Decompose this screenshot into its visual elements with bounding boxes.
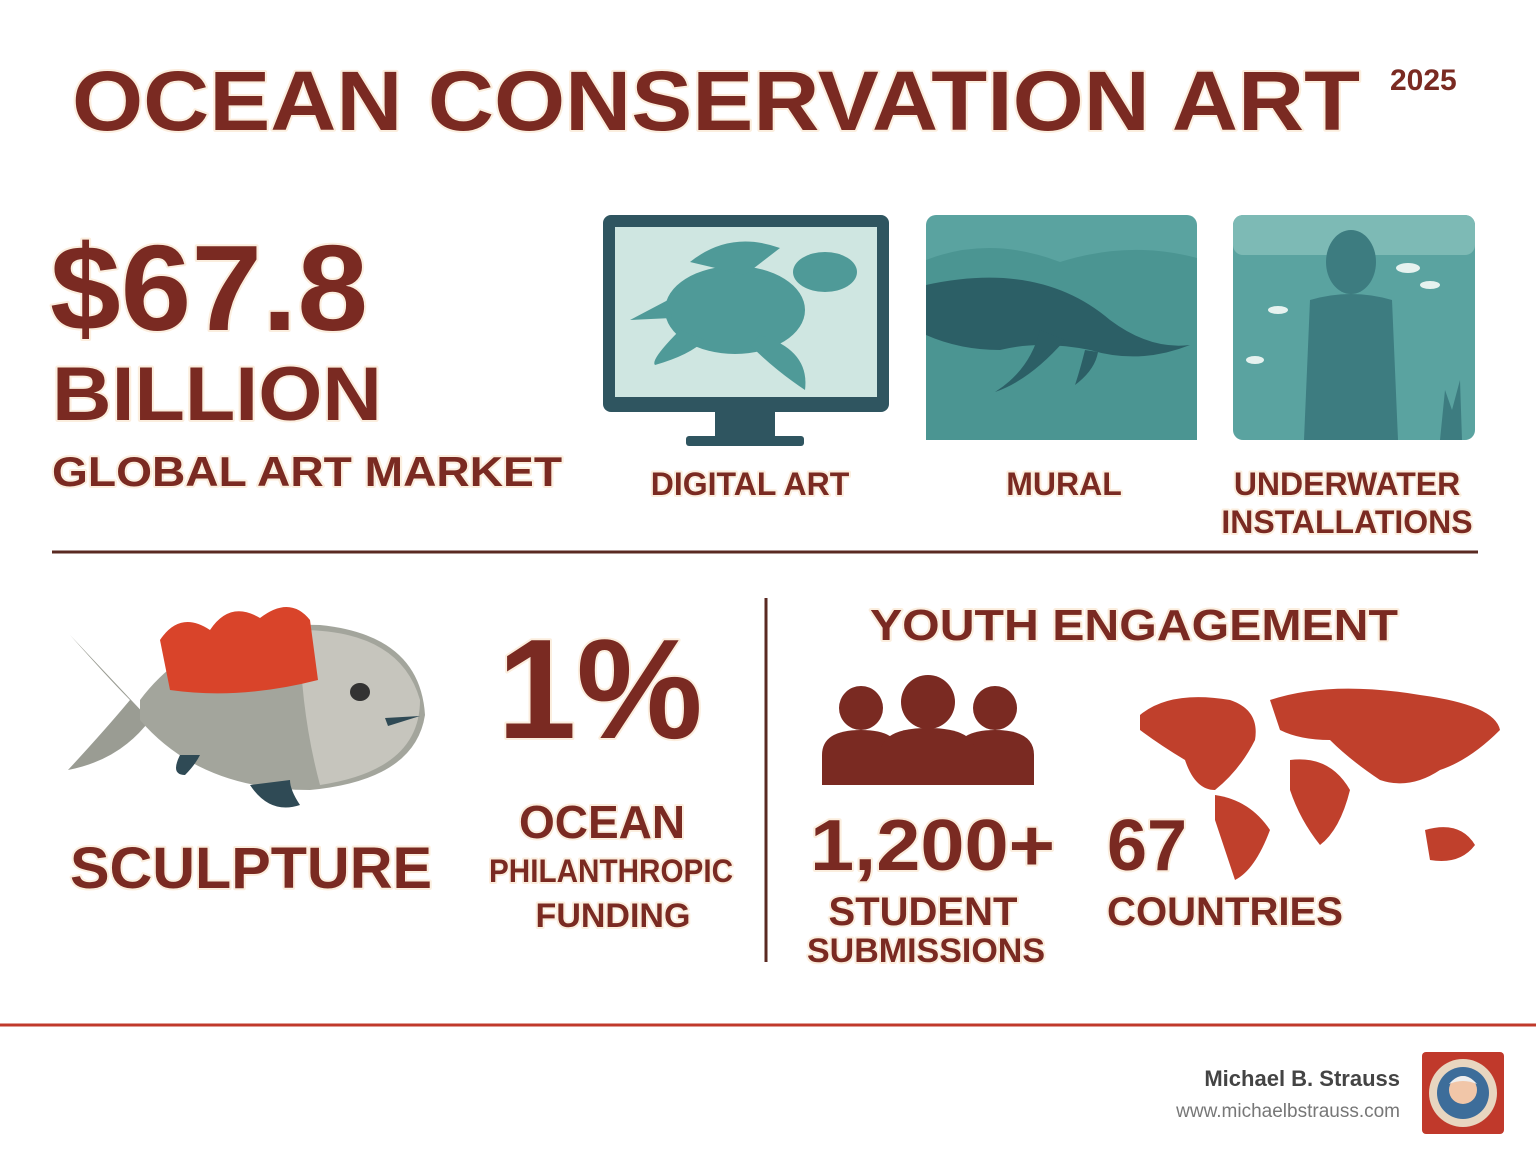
market-label: GLOBAL ART MARKET [52,448,562,495]
title: OCEAN CONSERVATION ART [72,54,1360,148]
sculpture-illustration [68,606,425,808]
world-map [1140,688,1500,880]
people-icon [822,675,1034,785]
logo [1422,1052,1504,1134]
countries-value: 67 [1107,806,1187,886]
mural-illustration [926,215,1197,440]
submissions-label: STUDENT [829,890,1018,934]
submissions-label: SUBMISSIONS [807,932,1045,970]
year: 2025 [1390,64,1457,97]
funding-label: OCEAN [519,796,685,848]
url: www.michaelbstrauss.com [1175,1101,1400,1122]
market-unit: BILLION [52,352,382,437]
submissions-value: 1,200+ [810,806,1055,886]
digital-art-illustration [603,215,889,446]
art-form-label: UNDERWATER [1234,466,1460,502]
art-form-label: MURAL [1006,466,1122,502]
funding-label: PHILANTHROPIC [489,853,733,889]
underwater-illustration [1233,215,1475,440]
youth-title: YOUTH ENGAGEMENT [870,601,1398,650]
funding-value: 1% [497,610,702,769]
art-form-label: DIGITAL ART [651,466,850,502]
market-value: $67.8 [50,220,368,356]
author: Michael B. Strauss [1204,1066,1400,1091]
funding-label: FUNDING [536,897,691,935]
art-form-label: SCULPTURE [70,836,432,901]
art-form-label: INSTALLATIONS [1221,504,1472,540]
countries-label: COUNTRIES [1107,890,1343,934]
